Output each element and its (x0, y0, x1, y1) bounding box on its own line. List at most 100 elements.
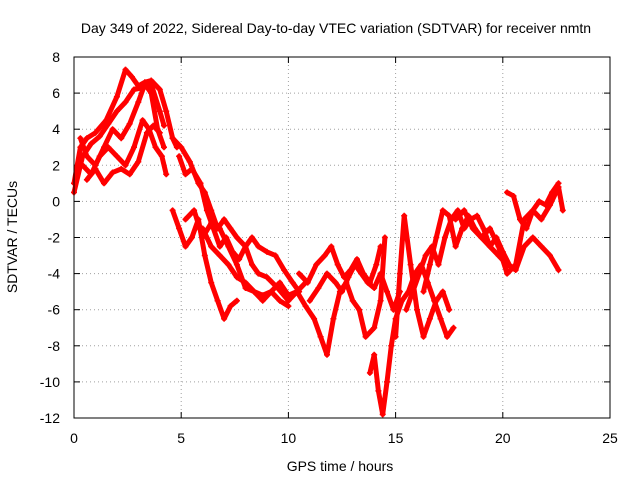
data-point-marker (126, 171, 133, 178)
data-point-marker (452, 216, 459, 223)
data-point-marker (208, 243, 215, 250)
data-point-marker (77, 135, 84, 142)
plot-frame (73, 56, 611, 419)
data-point-marker (373, 261, 380, 268)
x-tick-label: 0 (70, 430, 78, 446)
data-point-marker (495, 243, 502, 250)
data-point-marker (529, 207, 536, 214)
series-arc-14 (367, 262, 456, 417)
data-point-marker (354, 256, 360, 263)
data-point-marker (381, 234, 388, 241)
data-point-marker (302, 303, 309, 310)
data-point-marker (178, 144, 185, 151)
data-point-marker (191, 207, 198, 214)
data-point-marker (128, 73, 135, 80)
y-axis-label: SDTVAR / TECUs (4, 181, 20, 293)
data-point-marker (351, 261, 358, 268)
plot-area (71, 66, 566, 418)
data-point-marker (92, 129, 99, 136)
data-point-marker (156, 86, 163, 93)
data-point-marker (249, 261, 255, 268)
data-point-marker (409, 288, 416, 295)
data-point-marker (446, 306, 453, 313)
series-arc-15 (393, 213, 452, 340)
series-arc-13 (307, 262, 403, 313)
data-point-marker (362, 333, 369, 340)
data-point-marker (313, 261, 320, 268)
data-point-marker (328, 243, 335, 250)
data-point-marker (547, 252, 553, 259)
data-point-marker (148, 81, 155, 88)
data-point-marker (358, 270, 365, 277)
data-point-marker (109, 169, 116, 176)
data-point-marker (377, 270, 384, 277)
data-point-marker (188, 165, 195, 172)
data-point-marker (555, 180, 562, 187)
y-tick-label: 8 (52, 49, 60, 65)
data-point-marker (152, 144, 159, 151)
data-point-marker (169, 207, 176, 214)
data-point-marker (439, 207, 446, 214)
data-point-marker (251, 288, 258, 295)
data-point-marker (242, 243, 249, 250)
data-point-marker (227, 225, 234, 232)
data-point-marker (294, 288, 300, 295)
data-point-marker (249, 234, 255, 241)
data-point-marker (375, 387, 382, 394)
data-point-marker (92, 165, 99, 172)
data-point-marker (392, 333, 399, 340)
data-point-marker (225, 243, 232, 250)
data-point-marker (469, 225, 476, 232)
data-point-marker (422, 252, 429, 259)
data-point-marker (414, 306, 420, 313)
data-point-marker (188, 234, 195, 241)
data-point-marker (199, 225, 206, 232)
data-point-marker (426, 315, 433, 322)
data-point-marker (161, 144, 167, 151)
data-point-marker (79, 162, 86, 169)
data-point-marker (264, 274, 270, 281)
data-point-marker (122, 66, 129, 73)
data-point-marker (161, 122, 167, 129)
data-point-marker (371, 324, 378, 331)
data-point-marker (233, 297, 240, 304)
data-point-marker (143, 129, 150, 136)
data-point-marker (486, 225, 493, 232)
data-point-marker (272, 252, 279, 259)
data-point-marker (523, 225, 530, 232)
data-point-marker (122, 99, 129, 106)
data-point-marker (113, 108, 120, 115)
data-point-marker (324, 270, 330, 277)
data-point-marker (317, 333, 324, 340)
data-point-marker (135, 99, 142, 106)
data-point-marker (345, 274, 352, 281)
data-point-marker (182, 171, 189, 178)
data-point-marker (315, 285, 322, 291)
data-point-marker (366, 369, 373, 376)
data-point-marker (150, 122, 157, 129)
data-point-marker (255, 270, 262, 277)
data-point-marker (216, 243, 223, 250)
data-point-marker (118, 165, 125, 172)
data-point-marker (113, 93, 120, 100)
data-point-marker (474, 212, 481, 219)
data-point-marker (379, 411, 386, 418)
data-point-marker (83, 176, 90, 183)
data-point-marker (201, 252, 208, 259)
data-point-marker (384, 288, 390, 295)
data-point-marker (321, 252, 328, 259)
data-point-marker (396, 270, 403, 277)
data-point-marker (512, 261, 519, 268)
chart-title: Day 349 of 2022, Sidereal Day-to-day VTE… (81, 20, 591, 36)
data-point-marker (517, 216, 523, 223)
data-point-marker (126, 120, 133, 127)
data-point-marker (139, 117, 146, 124)
data-point-marker (227, 303, 234, 310)
data-point-marker (304, 279, 311, 286)
series-arc-2 (71, 81, 167, 195)
y-tick-label: -6 (48, 302, 61, 318)
data-point-marker (388, 342, 395, 349)
data-point-marker (377, 297, 384, 304)
data-point-marker (156, 129, 163, 136)
data-point-marker (182, 216, 189, 223)
